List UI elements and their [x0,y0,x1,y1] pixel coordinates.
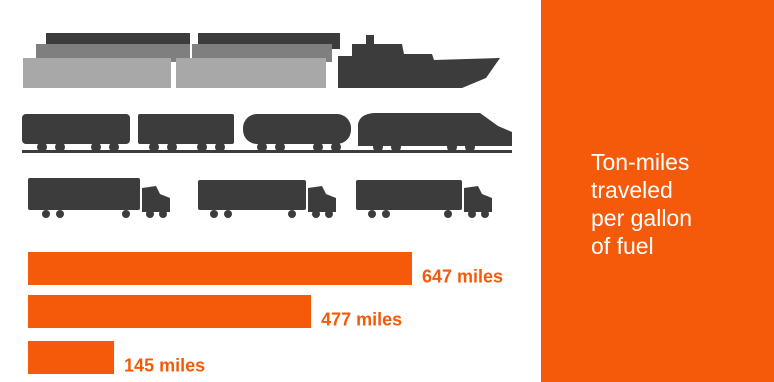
truck-3 [356,180,492,218]
towboat [338,35,500,88]
train-rail [22,150,512,153]
value-labels: 647 miles 477 miles 145 miles [124,267,503,376]
callout-line-4: of fuel [591,233,654,259]
callout-box [541,0,774,382]
barge-middle-left [36,44,190,62]
truck-1 [28,178,170,218]
callout-text: Ton-miles traveled per gallon of fuel [591,148,761,260]
callout-line-3: per gallon [591,205,693,231]
train-car-2 [138,114,234,144]
train-tanker [243,114,351,144]
bar-barge [28,252,412,285]
train-car-1 [22,114,130,144]
value-label-truck: 145 miles [124,356,205,376]
barge-bottom-left [23,58,171,88]
barge-icon [23,33,500,88]
value-label-train: 477 miles [321,310,402,330]
barge-middle-right [192,44,332,62]
truck-2 [198,180,336,218]
bars [28,252,412,374]
bar-train [28,295,312,328]
train-wheels [37,142,475,152]
truck-icon [28,178,492,218]
train-icon [22,113,512,153]
value-label-barge: 647 miles [422,267,503,287]
barge-bottom-right [176,58,326,88]
callout-line-1: Ton-miles [591,149,690,175]
callout-line-2: traveled [591,177,673,203]
bar-truck [28,341,115,374]
train-locomotive [358,113,512,146]
